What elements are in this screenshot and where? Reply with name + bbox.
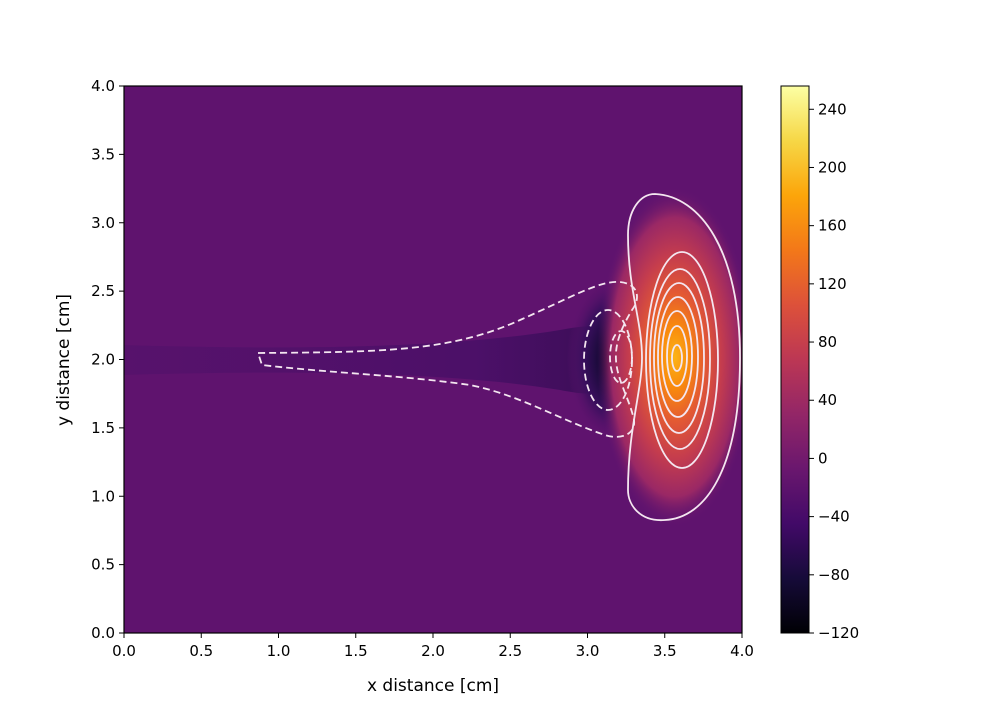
y-tick-label: 4.0: [91, 77, 115, 95]
contour-positive-3: [649, 268, 711, 450]
y-tick-label: 2.5: [91, 282, 115, 300]
contour-positive-6: [661, 310, 693, 402]
x-axis-label: x distance [cm]: [367, 676, 499, 696]
y-tick-label: 3.5: [91, 145, 115, 163]
y-tick-label: 0.5: [91, 556, 115, 574]
colorbar-tick-label: 120: [818, 275, 847, 293]
x-tick-label: 2.5: [498, 642, 522, 660]
x-tick-label: 1.5: [344, 642, 368, 660]
colorbar-tick-label: 240: [818, 100, 847, 118]
contour-negative-1: [256, 281, 638, 438]
contour-positive-8: [671, 344, 683, 372]
colorbar-tick-label: 0: [818, 449, 828, 467]
colorbar: −120 −80 −40 0 40 80 120 160 200 240: [780, 85, 859, 642]
x-tick-label: 2.0: [421, 642, 445, 660]
y-axis-label: y distance [cm]: [54, 294, 74, 426]
x-tick-label: 1.0: [267, 642, 291, 660]
colorbar-gradient: [780, 85, 810, 634]
contour-positive-4: [653, 282, 705, 434]
y-axis-ticks: 0.0 0.5 1.0 1.5 2.0 2.5 3.0 3.5 4.0: [91, 77, 124, 642]
colorbar-tick-label: −80: [818, 566, 850, 584]
negative-tail-region: [124, 326, 630, 394]
y-tick-label: 1.5: [91, 419, 115, 437]
y-tick-label: 3.0: [91, 214, 115, 232]
contour-negative-3: [609, 330, 633, 384]
x-tick-label: 3.5: [653, 642, 677, 660]
colorbar-tick-label: 160: [818, 217, 847, 235]
x-tick-label: 3.0: [576, 642, 600, 660]
colorbar-tick-label: 40: [818, 391, 837, 409]
contour-lines: [256, 193, 741, 521]
colorbar-ticks: −120 −80 −40 0 40 80 120 160 200 240: [809, 100, 859, 642]
contour-positive-2: [645, 251, 719, 469]
positive-peak: [597, 187, 742, 527]
heatmap-field: [124, 86, 742, 633]
contour-positive-7: [666, 325, 688, 387]
colorbar-tick-label: −120: [818, 624, 859, 642]
y-tick-label: 1.0: [91, 487, 115, 505]
y-tick-label: 0.0: [91, 624, 115, 642]
x-tick-label: 0.5: [189, 642, 213, 660]
contour-positive-1: [627, 193, 741, 521]
x-axis-ticks: 0.0 0.5 1.0 1.5 2.0 2.5 3.0 3.5 4.0: [112, 633, 754, 660]
colorbar-tick-label: −40: [818, 508, 850, 526]
colorbar-tick-label: 200: [818, 158, 847, 176]
y-tick-label: 2.0: [91, 351, 115, 369]
x-tick-label: 0.0: [112, 642, 136, 660]
contour-positive-5: [657, 296, 699, 418]
x-tick-label: 4.0: [730, 642, 754, 660]
colorbar-tick-label: 80: [818, 333, 837, 351]
